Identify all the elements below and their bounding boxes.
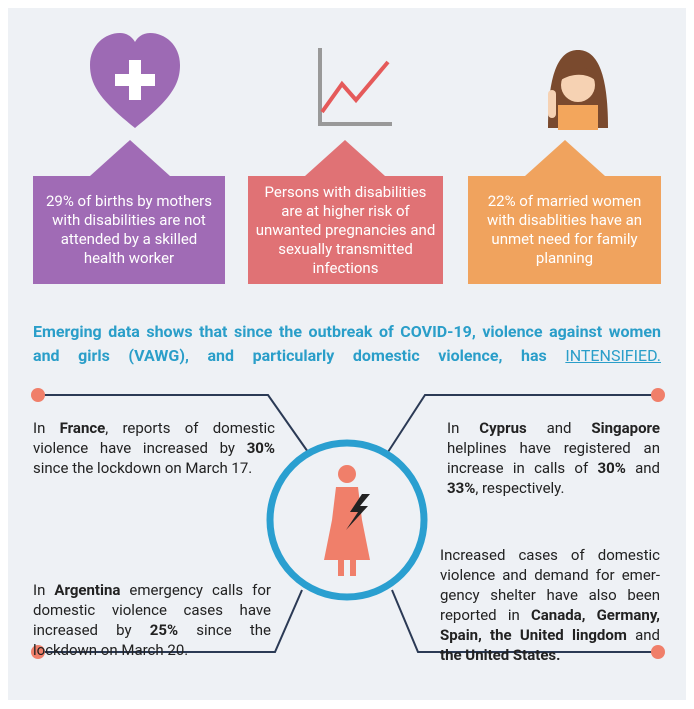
fact: In Argentina emergency calls for domesti…: [33, 580, 271, 660]
text-segment: since the lockdown on March 17.: [33, 459, 252, 477]
text-segment: 33%: [447, 479, 475, 497]
text-segment: and: [527, 419, 592, 437]
text-segment: In: [33, 419, 60, 437]
text-segment: and: [626, 459, 660, 477]
headline: Emerging data shows that since the outbr…: [33, 320, 661, 368]
card-text: 29% of births by mothers with disabiliti…: [33, 176, 225, 284]
text-segment: 30%: [597, 459, 625, 477]
text-segment: In: [33, 581, 54, 599]
fact: Increased cases of domestic violence and…: [440, 545, 660, 665]
page: 29% of births by mothers with disabiliti…: [0, 0, 694, 709]
text-segment: France: [60, 419, 106, 437]
fact: In France, reports of domestic violence …: [33, 418, 275, 478]
fact: In Cyprus and Singapore helplines have r…: [447, 418, 660, 498]
text-segment: Cyprus: [479, 419, 526, 437]
text-segment: and: [627, 626, 660, 644]
card-text: Persons with disabilities are at higher …: [248, 176, 443, 284]
card-text: 22% of married women with disablities ha…: [468, 176, 661, 284]
text-segment: Argentina: [54, 581, 120, 599]
plus: [115, 74, 155, 86]
text-segment: In: [447, 419, 479, 437]
text-segment: INTENSIFIED.: [565, 346, 661, 365]
text-segment: , respectively.: [475, 479, 564, 497]
text-segment: 25%: [150, 621, 178, 639]
text-segment: 30%: [247, 439, 275, 457]
text-segment: Singapore: [591, 419, 660, 437]
text-segment: the United States.: [440, 646, 561, 664]
